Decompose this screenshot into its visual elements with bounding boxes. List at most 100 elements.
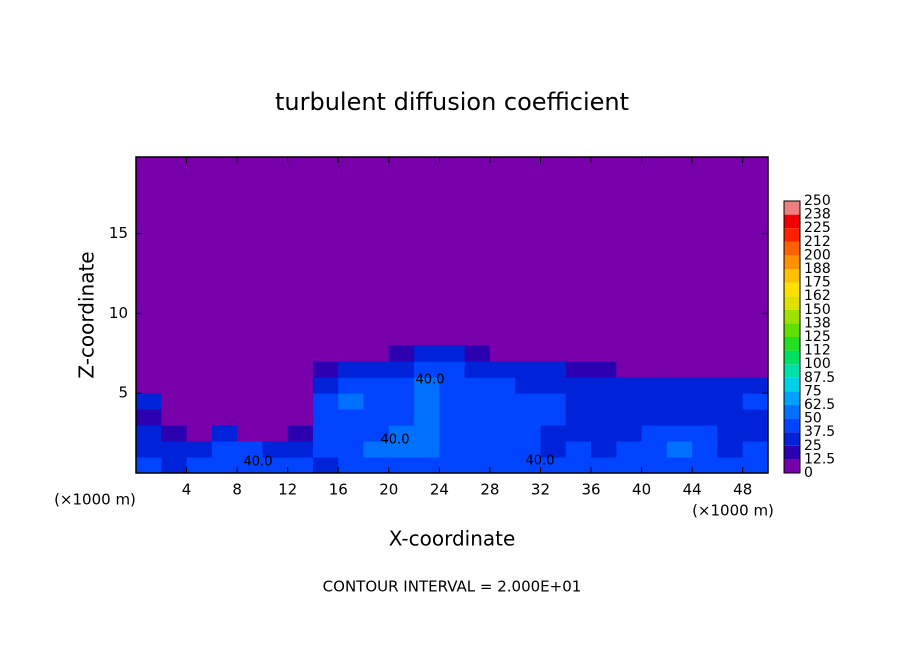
field-cell [439, 377, 466, 394]
field-cell [515, 361, 541, 378]
field-cell [742, 441, 769, 458]
field-cell [211, 393, 238, 410]
x-tick-label: 36 [581, 481, 600, 499]
field-cell [161, 425, 188, 442]
y-tick-label: 10 [109, 304, 128, 322]
field-cell [211, 345, 238, 362]
x-tick-label: 4 [182, 481, 192, 499]
field-cell [616, 457, 643, 474]
x-tick-label: 48 [733, 481, 752, 499]
field-cell [388, 393, 415, 410]
field-cell [237, 393, 263, 410]
colorbar-label: 50 [804, 411, 822, 427]
colorbar-swatch [784, 309, 800, 324]
field-cell [136, 425, 162, 442]
colorbar-swatch [784, 377, 800, 392]
field-cell [489, 409, 516, 426]
field-cell [489, 425, 516, 442]
field-cell [464, 441, 491, 458]
field-cell [540, 361, 567, 378]
field-cell [338, 361, 365, 378]
field-cell [338, 457, 365, 474]
field-cell [439, 425, 466, 442]
field-cell [186, 345, 213, 362]
field-cell [616, 345, 643, 362]
field-cell [161, 345, 188, 362]
field-cell [312, 457, 339, 474]
field-cell [464, 393, 491, 410]
field-cell [388, 425, 415, 442]
field-cell [540, 457, 567, 474]
field-cell [136, 393, 162, 410]
colorbar-swatch [784, 201, 800, 215]
field-cell [666, 361, 693, 378]
field-cell [388, 345, 415, 362]
field-cell [237, 409, 263, 426]
field-cell [515, 409, 541, 426]
colorbar-swatch [784, 432, 800, 446]
field-cell [161, 409, 188, 426]
field-cell [489, 377, 516, 394]
colorbar-label: 112 [804, 343, 831, 359]
field-cell [489, 441, 516, 458]
field-cell [388, 441, 415, 458]
field-cell [489, 345, 516, 362]
field-cell [262, 377, 289, 394]
field-cell [312, 441, 339, 458]
field-cell [742, 377, 769, 394]
field-cell [211, 409, 238, 426]
field-cell [338, 393, 365, 410]
colorbar-label: 100 [804, 356, 831, 372]
field-cell [211, 361, 238, 378]
plot-frame [135, 156, 769, 474]
field-cell [136, 457, 162, 474]
field-cell [692, 441, 718, 458]
colorbar-label: 175 [804, 275, 831, 291]
x-tick-label: 12 [278, 481, 297, 499]
field-cell [565, 409, 592, 426]
field-cell [439, 409, 466, 426]
x-tick-label: 8 [232, 481, 242, 499]
field-cell [363, 409, 390, 426]
field-cell [338, 441, 365, 458]
field-cell [742, 361, 769, 378]
field-cell [161, 377, 188, 394]
field-cell [540, 425, 567, 442]
field-cell [439, 393, 466, 410]
colorbar-swatch [784, 459, 800, 473]
field-cell [338, 409, 365, 426]
field-cell [237, 441, 263, 458]
colorbar-swatch [784, 445, 800, 460]
field-cell [666, 345, 693, 362]
field-cell [186, 361, 213, 378]
field-cell [262, 441, 289, 458]
field-cell [237, 457, 263, 474]
field-cell [287, 345, 314, 362]
field-cell [565, 457, 592, 474]
colorbar-swatch [784, 350, 800, 365]
field-cell [742, 425, 769, 442]
field-cell [262, 425, 289, 442]
colorbar-label: 75 [804, 383, 822, 399]
colorbar-swatch [784, 418, 800, 433]
field-cell [565, 361, 592, 378]
field-cell [692, 457, 718, 474]
y-tick-label: 5 [118, 384, 128, 402]
field-cell [591, 425, 617, 442]
field-cell [540, 345, 567, 362]
field-cell [237, 345, 263, 362]
field-cell [237, 425, 263, 442]
field-cell [312, 361, 339, 378]
contour-label: 40.0 [416, 373, 445, 388]
field-cell [338, 425, 365, 442]
field-cell [666, 393, 693, 410]
field-cell [616, 409, 643, 426]
field-cell [641, 377, 668, 394]
field-cell [363, 457, 390, 474]
field-cell [717, 377, 744, 394]
field-cell [641, 425, 668, 442]
field-cell [616, 441, 643, 458]
field-cell [666, 425, 693, 442]
x-tick-label: 16 [329, 481, 348, 499]
